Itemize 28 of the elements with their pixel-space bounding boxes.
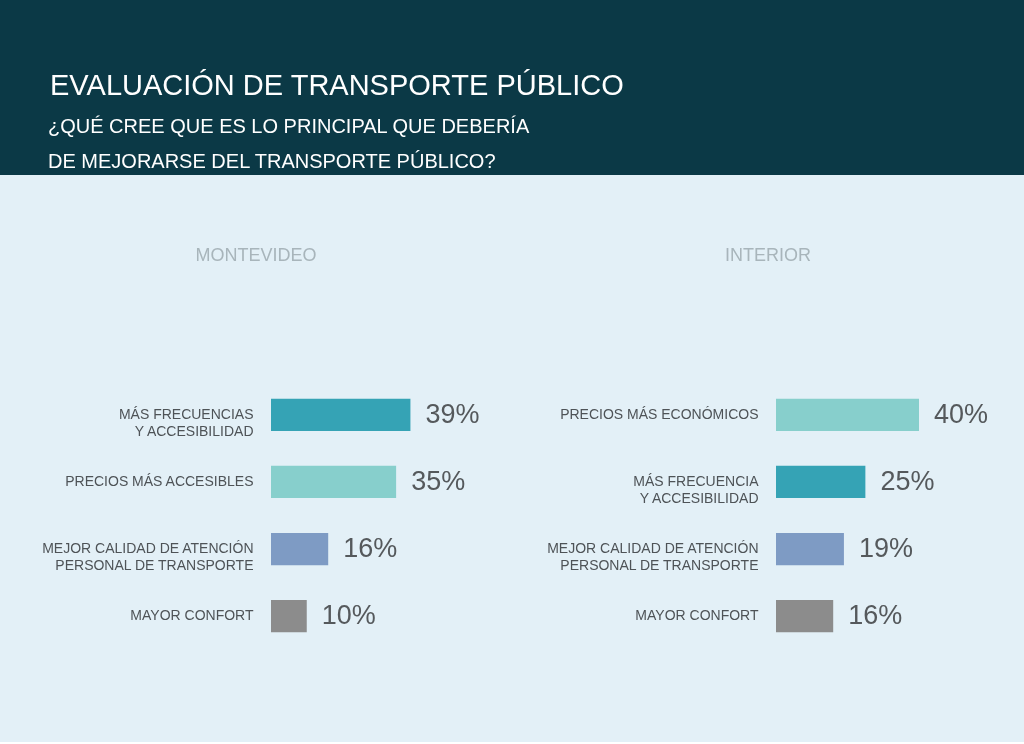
y-tick-label: MÁS FRECUENCIAS Y ACCESIBILIDAD <box>118 405 254 439</box>
data-label: 19% <box>858 533 913 564</box>
chart-title: INTERIOR <box>724 245 812 265</box>
bar <box>776 532 844 566</box>
data-label: 35% <box>411 465 466 496</box>
data-label: 10% <box>321 600 376 631</box>
chart-title: MONTEVIDEO <box>195 245 317 265</box>
y-tick-label: PRECIOS MÁS ECONÓMICOS <box>560 405 759 422</box>
y-tick-label: PRECIOS MÁS ACCESIBLES <box>65 472 254 489</box>
bar <box>271 465 397 499</box>
data-label: 40% <box>934 398 989 429</box>
text: ¿QUÉ CREE QUE ES LO PRINCIPAL QUE DEBERÍA DE MEJORARSE DEL TRANSPORTE PÚBLICO? <box>48 115 530 172</box>
y-tick-label: MÁS FRECUENCIA Y ACCESIBILIDAD <box>633 472 760 506</box>
bar <box>776 465 866 499</box>
data-label: 39% <box>425 398 480 429</box>
data-label: 16% <box>848 600 903 631</box>
y-tick-label: MAYOR CONFORT <box>130 607 254 624</box>
data-label: 16% <box>343 533 398 564</box>
bar <box>271 600 307 633</box>
bar <box>271 398 411 431</box>
text: EVALUACIÓN DE TRANSPORTE PÚBLICO <box>50 69 624 101</box>
y-tick-label: MEJOR CALIDAD DE ATENCIÓN PERSONAL DE TRANSPORTE <box>42 540 254 574</box>
bar <box>776 398 919 431</box>
bar <box>271 532 329 566</box>
y-tick-label: MAYOR CONFORT <box>635 607 759 624</box>
y-tick-label: MEJOR CALIDAD DE ATENCIÓN PERSONAL DE TRANSPORTE <box>547 540 759 574</box>
data-label: 25% <box>880 465 935 496</box>
bar <box>776 600 834 633</box>
